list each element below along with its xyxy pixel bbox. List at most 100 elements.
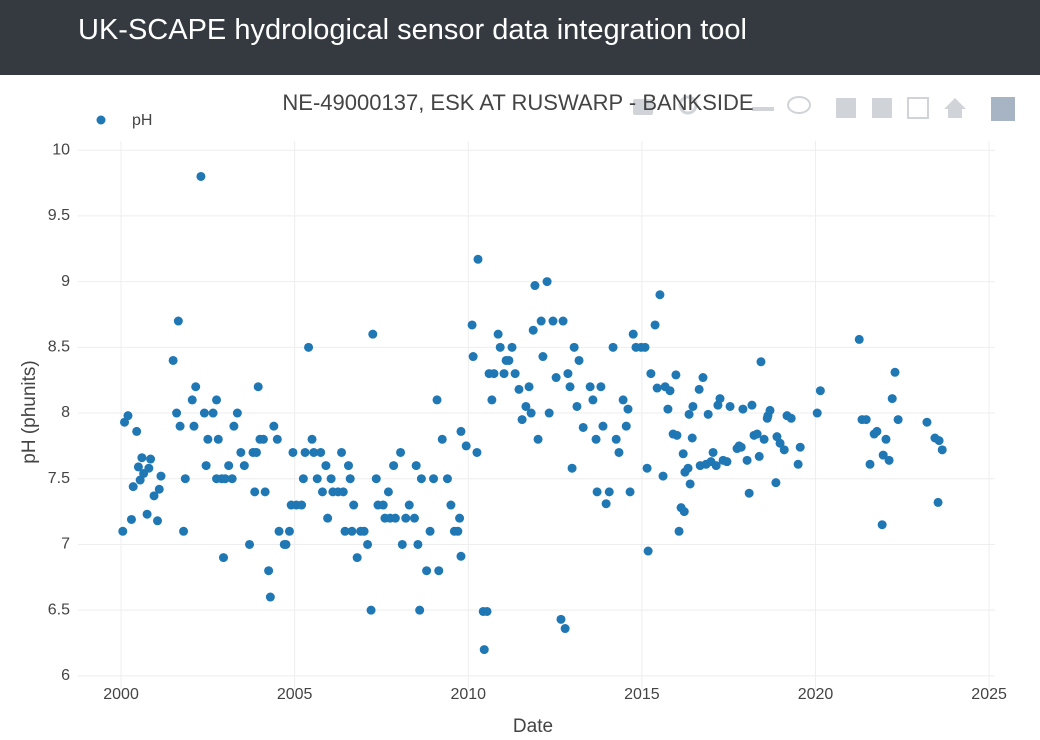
point [812,408,822,418]
point [544,408,554,418]
point [317,487,327,497]
point [359,526,369,536]
point [389,461,399,471]
point [175,421,185,431]
point [933,497,943,507]
point [404,500,414,510]
legend-label: pH [132,112,152,129]
point [251,447,261,457]
point [499,369,509,379]
point [786,413,796,423]
point [142,509,152,519]
camera-icon[interactable] [633,99,653,115]
point [432,395,442,405]
point [611,434,621,444]
point [621,421,631,431]
point [298,474,308,484]
point [189,421,199,431]
point [236,447,246,457]
point [316,447,326,457]
point [596,382,606,392]
point [687,433,697,443]
point [224,461,234,471]
point [437,434,447,444]
point [473,254,483,264]
point [722,457,732,467]
chart-title: NE-49000137, ESK AT RUSWARP - BANKSIDE [282,90,753,115]
lasso-icon[interactable] [787,96,811,114]
point [623,404,633,414]
zoom-in-icon[interactable] [836,98,856,118]
point [456,426,466,436]
point [643,546,653,556]
point [479,645,489,655]
point [560,624,570,634]
zoom-icon[interactable] [678,95,698,115]
point [146,454,156,464]
y-tick-label: 9.5 [48,207,70,224]
point [563,369,573,379]
plotly-logo[interactable] [991,97,1015,121]
point [674,526,684,536]
point [665,386,675,396]
app-title: UK-SCAPE hydrological sensor data integr… [78,14,747,46]
point [569,342,579,352]
point [504,355,514,365]
point [312,474,322,484]
point [934,436,944,446]
point [548,316,558,326]
autoscale-icon[interactable] [907,97,929,119]
x-tick-label: 2005 [277,686,313,703]
point [650,320,660,330]
point [340,526,350,536]
point [132,426,142,436]
point [752,429,762,439]
point [245,539,255,549]
point [229,421,239,431]
point [345,474,355,484]
point [601,499,611,509]
point [347,526,357,536]
point [272,434,282,444]
point [510,369,520,379]
point [288,447,298,457]
x-axis-title: Date [513,716,553,737]
point [191,382,201,392]
point [453,526,463,536]
y-tick-label: 10 [52,141,70,158]
y-tick-label: 7.5 [48,470,70,487]
point [507,342,517,352]
point [893,415,903,425]
point [397,539,407,549]
point [352,553,362,563]
point [264,566,274,576]
point [684,409,694,419]
point [409,513,419,523]
point [877,520,887,530]
point [309,447,319,457]
point [137,453,147,463]
point [456,551,466,561]
point [411,461,421,471]
point [482,606,492,616]
point [937,445,947,455]
point [337,447,347,457]
point [173,316,183,326]
point [168,355,178,365]
point [149,491,159,501]
point [297,500,307,510]
reset-icon[interactable] [944,98,966,118]
select-icon[interactable] [752,107,774,111]
point [366,605,376,615]
point [321,461,331,471]
zoom-out-icon[interactable] [872,98,892,118]
y-tick-label: 8 [61,404,70,421]
point [747,400,757,410]
point [524,382,534,392]
point [442,474,452,484]
point [884,455,894,465]
point [765,405,775,415]
point [890,367,900,377]
point [725,401,735,411]
